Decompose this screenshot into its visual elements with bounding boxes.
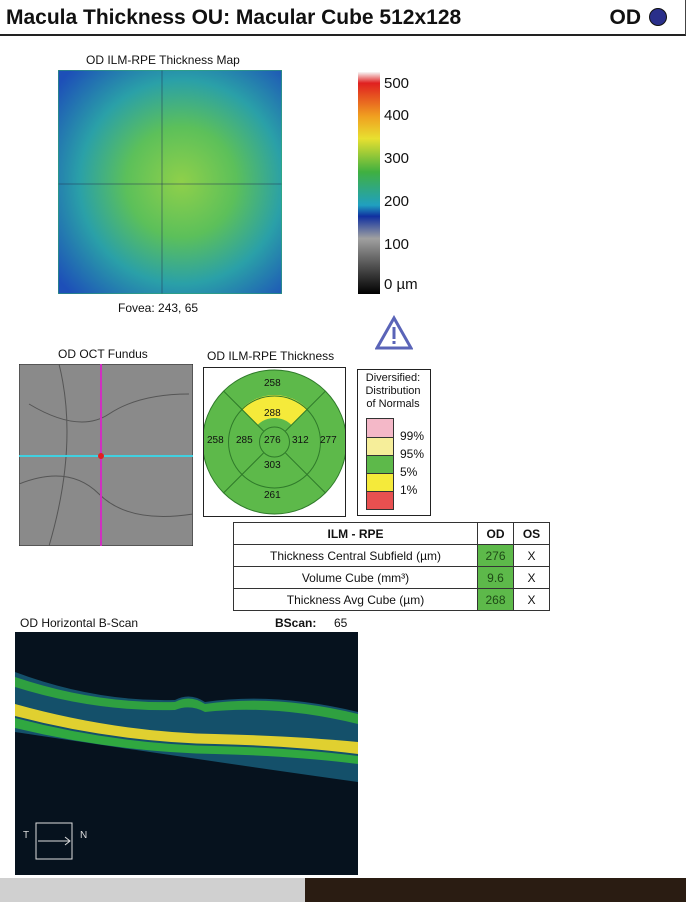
sector-temporal-outer: 258 bbox=[207, 435, 224, 446]
bscan-title: OD Horizontal B-Scan bbox=[20, 616, 139, 630]
legend-swatches bbox=[366, 418, 394, 510]
thickness-colorbar bbox=[358, 72, 380, 294]
scale-label: 100 bbox=[384, 236, 410, 253]
bscan-number: 65 bbox=[334, 616, 348, 630]
bscan-image bbox=[15, 632, 358, 875]
table-row: Thickness Avg Cube (µm) 268 X bbox=[233, 588, 550, 611]
table-row: Volume Cube (mm³) 9.6 X bbox=[233, 566, 550, 589]
sector-temporal-inner: 285 bbox=[236, 435, 253, 446]
etdrs-grid: 258 288 258 285 276 312 277 303 261 bbox=[202, 367, 347, 517]
sector-superior-inner: 288 bbox=[264, 408, 281, 419]
legend-title: Diversified: Distribution of Normals bbox=[365, 372, 421, 410]
thickness-table: ILM - RPE OD OS Thickness Central Subfield… bbox=[233, 522, 550, 611]
table-header: OS bbox=[513, 522, 550, 545]
sector-inferior-inner: 303 bbox=[264, 460, 281, 471]
sector-nasal-inner: 312 bbox=[292, 435, 309, 446]
bottom-image-strip bbox=[305, 878, 686, 902]
page-title: Macula Thickness OU: Macular Cube 512x12… bbox=[6, 6, 462, 29]
table-row: Thickness Central Subfield (µm) 276 X bbox=[233, 544, 550, 567]
fovea-label: Fovea: 243, 65 bbox=[118, 301, 199, 315]
warning-icon bbox=[375, 315, 413, 350]
sector-nasal-outer: 277 bbox=[320, 435, 337, 446]
thickness-map bbox=[58, 70, 282, 294]
etdrs-title: OD ILM-RPE Thickness bbox=[207, 349, 335, 363]
scale-label: 500 bbox=[384, 75, 410, 92]
scale-label: 300 bbox=[384, 150, 410, 167]
fundus-title: OD OCT Fundus bbox=[58, 347, 148, 361]
legend-level: 1% bbox=[400, 483, 418, 497]
sector-center: 276 bbox=[264, 435, 281, 446]
scale-label: 400 bbox=[384, 107, 410, 124]
fundus-image bbox=[19, 364, 193, 546]
eye-indicator-icon bbox=[649, 8, 667, 26]
legend-level: 99% bbox=[400, 429, 425, 443]
sector-superior-outer: 258 bbox=[264, 378, 281, 389]
scale-label: 0 µm bbox=[384, 276, 418, 293]
sector-inferior-outer: 261 bbox=[264, 490, 281, 501]
report-header: Macula Thickness OU: Macular Cube 512x12… bbox=[0, 0, 686, 36]
table-header: OD bbox=[477, 522, 514, 545]
temporal-label: T bbox=[23, 830, 30, 841]
legend-level: 5% bbox=[400, 465, 418, 479]
orientation-box bbox=[35, 822, 73, 860]
bottom-strip bbox=[0, 878, 305, 902]
bscan-label: BScan: bbox=[275, 616, 317, 630]
nasal-label: N bbox=[80, 830, 88, 841]
eye-label: OD bbox=[609, 6, 642, 29]
normals-legend: Diversified: Distribution of Normals 99%… bbox=[357, 369, 431, 516]
thickness-map-title: OD ILM-RPE Thickness Map bbox=[86, 53, 240, 67]
table-header: ILM - RPE bbox=[233, 522, 478, 545]
legend-level: 95% bbox=[400, 447, 425, 461]
scale-label: 200 bbox=[384, 193, 410, 210]
